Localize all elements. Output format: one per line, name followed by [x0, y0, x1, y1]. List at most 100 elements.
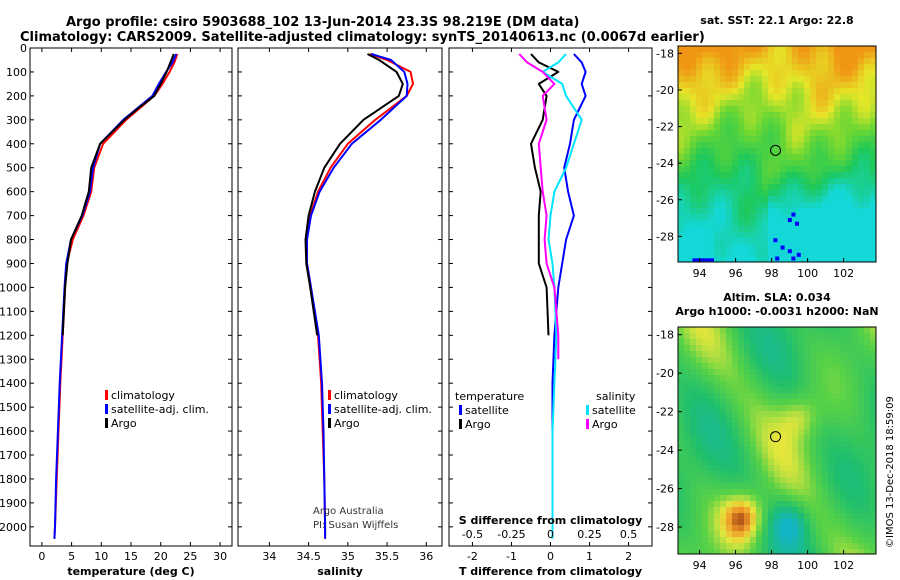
- map-cell: [774, 423, 780, 429]
- map-cell: [858, 327, 864, 333]
- map-cell: [750, 52, 756, 58]
- map-cell: [720, 238, 726, 244]
- map-cell: [768, 220, 774, 226]
- map-cell: [792, 214, 798, 220]
- map-cell: [810, 58, 816, 64]
- map-cell: [696, 333, 702, 339]
- map-cell: [708, 435, 714, 441]
- map-cell: [708, 393, 714, 399]
- map-cell: [792, 100, 798, 106]
- map-cell: [774, 345, 780, 351]
- map-cell: [732, 88, 738, 94]
- map-cell: [684, 489, 690, 495]
- map-cell: [786, 501, 792, 507]
- map-x-tick-label: 94: [693, 267, 707, 280]
- map-cell: [804, 543, 810, 549]
- map-cell: [828, 184, 834, 190]
- map-cell: [774, 369, 780, 375]
- map-cell: [840, 549, 846, 554]
- legend-label: Argo: [465, 418, 491, 431]
- map-cell: [684, 525, 690, 531]
- map-cell: [786, 202, 792, 208]
- map-cell: [786, 190, 792, 196]
- map-cell: [810, 399, 816, 405]
- map-cell: [786, 196, 792, 202]
- map-cell: [714, 471, 720, 477]
- map-cell: [678, 178, 684, 184]
- map-cell: [702, 172, 708, 178]
- map-cell: [828, 100, 834, 106]
- map-cell: [714, 411, 720, 417]
- map-cell: [756, 507, 762, 513]
- map-cell: [822, 441, 828, 447]
- map-cell: [708, 136, 714, 142]
- map-cell: [708, 453, 714, 459]
- map-cell: [726, 46, 732, 52]
- map-cell: [684, 112, 690, 118]
- map-cell: [684, 118, 690, 124]
- map-cell: [822, 46, 828, 52]
- map-cell: [762, 208, 768, 214]
- map-cell: [738, 226, 744, 232]
- map-cell: [690, 387, 696, 393]
- map-cell: [714, 447, 720, 453]
- map-cell: [768, 88, 774, 94]
- map-cell: [798, 489, 804, 495]
- map-cell: [804, 160, 810, 166]
- map-cell: [864, 327, 870, 333]
- map-cell: [762, 543, 768, 549]
- map-cell: [714, 399, 720, 405]
- map-cell: [696, 411, 702, 417]
- map-cell: [864, 76, 870, 82]
- map-cell: [732, 124, 738, 130]
- missing-data-marker: [775, 256, 780, 261]
- map-cell: [732, 100, 738, 106]
- map-cell: [762, 46, 768, 52]
- map-cell: [774, 519, 780, 525]
- map-cell: [798, 190, 804, 196]
- map-cell: [762, 256, 768, 262]
- legend-swatch: [459, 419, 462, 429]
- map-cell: [864, 190, 870, 196]
- map-cell: [696, 327, 702, 333]
- map-cell: [696, 136, 702, 142]
- missing-data-marker: [796, 252, 801, 257]
- map-cell: [762, 226, 768, 232]
- map-cell: [714, 226, 720, 232]
- map-cell: [690, 327, 696, 333]
- map-cell: [714, 166, 720, 172]
- map-y-tick-label: -20: [656, 84, 674, 97]
- map-cell: [858, 459, 864, 465]
- map-cell: [762, 58, 768, 64]
- map-cell: [804, 244, 810, 250]
- map-cell: [792, 381, 798, 387]
- map-cell: [846, 507, 852, 513]
- map-cell: [684, 417, 690, 423]
- map-cell: [846, 46, 852, 52]
- map-cell: [858, 537, 864, 543]
- map-cell: [780, 369, 786, 375]
- map-cell: [828, 238, 834, 244]
- map-cell: [816, 94, 822, 100]
- x-tick-label: 5: [68, 550, 75, 563]
- x-tick-label: 35.5: [375, 550, 400, 563]
- map-cell: [870, 220, 876, 226]
- map-cell: [708, 345, 714, 351]
- map-cell: [864, 136, 870, 142]
- map-cell: [732, 148, 738, 154]
- map-cell: [780, 220, 786, 226]
- map-cell: [690, 435, 696, 441]
- map-cell: [870, 519, 876, 525]
- map-cell: [744, 184, 750, 190]
- map-cell: [822, 519, 828, 525]
- map-cell: [726, 525, 732, 531]
- map-cell: [780, 501, 786, 507]
- map-cell: [684, 513, 690, 519]
- map-cell: [804, 357, 810, 363]
- map-cell: [690, 52, 696, 58]
- map-cell: [852, 429, 858, 435]
- map-cell: [828, 202, 834, 208]
- map-cell: [792, 429, 798, 435]
- map-cell: [858, 52, 864, 58]
- map-cell: [828, 393, 834, 399]
